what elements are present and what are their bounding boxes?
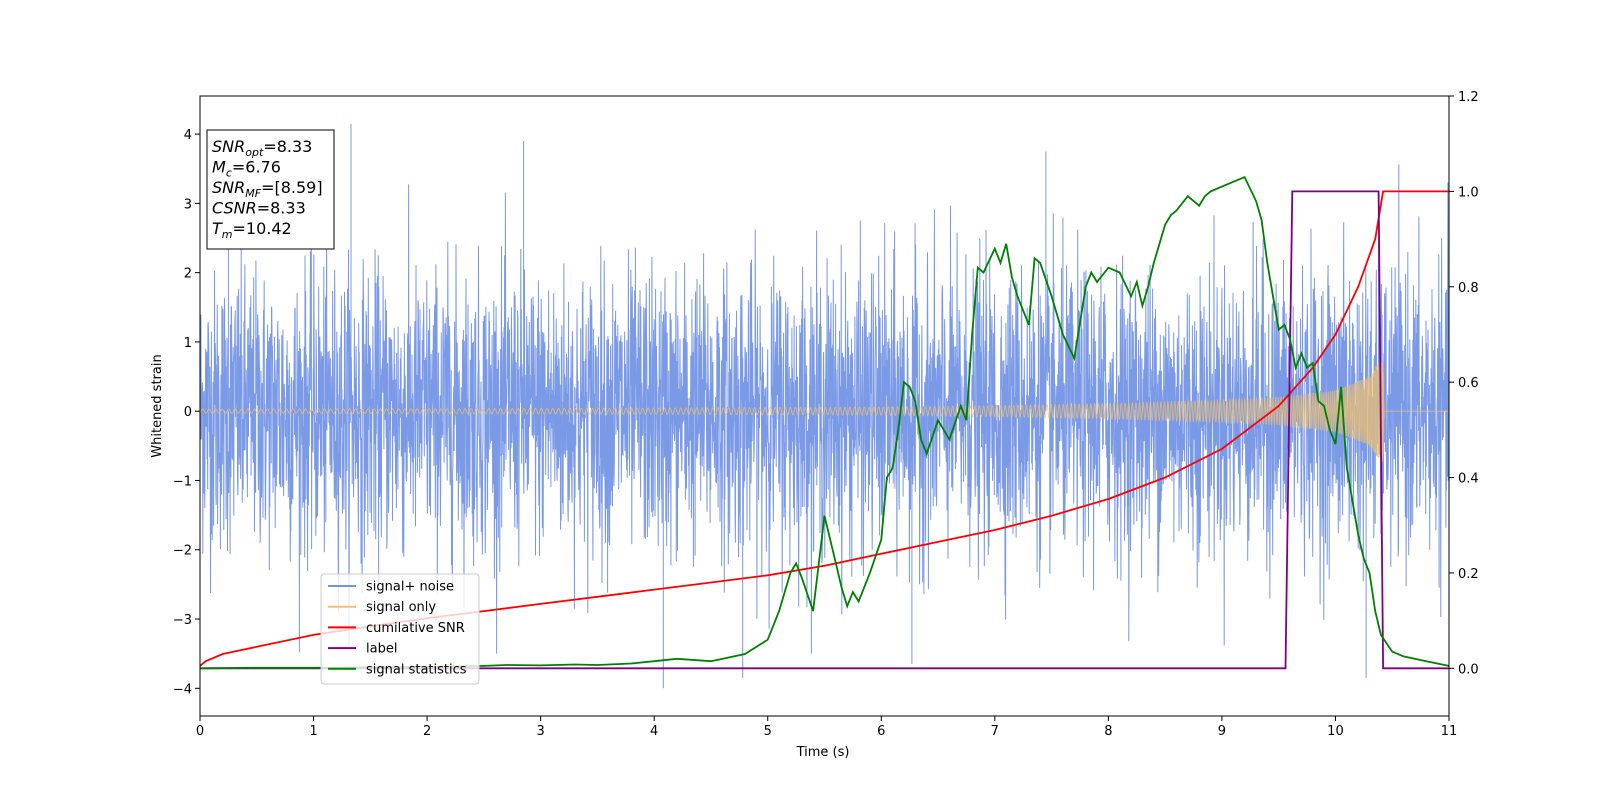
info-value: =6.76 bbox=[232, 158, 281, 177]
x-tick-label: 9 bbox=[1218, 724, 1226, 739]
y2-tick-label: 0.2 bbox=[1458, 567, 1479, 582]
info-value: =8.33 bbox=[257, 199, 306, 218]
info-symbol: SNR bbox=[212, 178, 245, 197]
y-tick-label: −3 bbox=[173, 613, 192, 628]
legend-label: signal statistics bbox=[366, 662, 467, 677]
y-tick-label: 4 bbox=[184, 128, 192, 143]
y2-tick-label: 0.6 bbox=[1458, 376, 1479, 391]
legend-frame bbox=[320, 573, 480, 685]
y2-tick-label: 0.4 bbox=[1458, 472, 1479, 487]
x-tick-label: 6 bbox=[877, 724, 885, 739]
x-tick-label: 5 bbox=[764, 724, 772, 739]
legend-label: cumilative SNR bbox=[366, 621, 465, 636]
label-line bbox=[200, 190, 1449, 670]
info-symbol: SNR bbox=[212, 137, 245, 156]
y-tick-label: −2 bbox=[173, 544, 192, 559]
y2-tick-label: 0.0 bbox=[1458, 662, 1479, 677]
legend-label: label bbox=[366, 642, 397, 657]
y-tick-label: −1 bbox=[173, 474, 192, 489]
signal-statistics-line bbox=[200, 175, 1449, 670]
y-tick-label: −4 bbox=[173, 682, 192, 697]
info-value: =[8.59] bbox=[261, 178, 323, 197]
info-box: SNRopt=8.33Mc=6.76SNRMF=[8.59]CSNR=8.33T… bbox=[206, 129, 335, 250]
x-tick-label: 3 bbox=[536, 724, 544, 739]
y-tick-label: 2 bbox=[184, 267, 192, 282]
info-symbol: CSNR bbox=[212, 199, 257, 218]
info-box-frame bbox=[206, 129, 335, 250]
y2-tick-label: 1.2 bbox=[1458, 90, 1479, 105]
legend-label: signal only bbox=[366, 600, 436, 615]
legend: signal+ noise signal only cumilative SNR la… bbox=[320, 573, 480, 685]
x-axis: 0 1 2 3 4 5 6 7 8 9 10 11 bbox=[196, 716, 1457, 739]
info-value: =8.33 bbox=[263, 137, 312, 156]
y-axis-right: 0.0 0.2 0.4 0.6 0.8 1.0 1.2 bbox=[1449, 90, 1479, 677]
info-subscript: opt bbox=[245, 146, 264, 159]
y-axis-label: Whitened strain bbox=[150, 354, 165, 457]
info-subscript: m bbox=[222, 228, 233, 241]
info-value: =10.42 bbox=[233, 219, 292, 238]
x-tick-label: 8 bbox=[1104, 724, 1112, 739]
y-tick-label: 3 bbox=[184, 197, 192, 212]
info-symbol: M bbox=[212, 158, 226, 177]
y2-tick-label: 0.8 bbox=[1458, 281, 1479, 296]
info-line: Mc=6.76 bbox=[212, 158, 281, 180]
x-tick-label: 0 bbox=[196, 724, 204, 739]
x-axis-label: Time (s) bbox=[796, 745, 850, 760]
signal-only-line bbox=[200, 360, 1449, 466]
x-tick-label: 4 bbox=[650, 724, 658, 739]
x-tick-label: 1 bbox=[309, 724, 317, 739]
info-line: SNRMF=[8.59] bbox=[212, 178, 323, 200]
legend-label: signal+ noise bbox=[366, 580, 454, 595]
info-symbol: T bbox=[212, 219, 223, 238]
info-subscript: MF bbox=[245, 187, 261, 200]
x-tick-label: 7 bbox=[991, 724, 999, 739]
x-tick-label: 10 bbox=[1327, 724, 1344, 739]
info-line: CSNR=8.33 bbox=[212, 199, 306, 218]
info-subscript: c bbox=[226, 167, 232, 180]
y-tick-label: 1 bbox=[184, 336, 192, 351]
x-tick-label: 11 bbox=[1441, 724, 1458, 739]
info-line: Tm=10.42 bbox=[212, 219, 292, 241]
y-axis-left: −4 −3 −2 −1 0 1 2 3 4 bbox=[173, 128, 200, 697]
y2-tick-label: 1.0 bbox=[1458, 185, 1479, 200]
info-line: SNRopt=8.33 bbox=[212, 137, 312, 159]
y-tick-label: 0 bbox=[184, 405, 192, 420]
signal-only-series bbox=[200, 360, 1449, 466]
x-tick-label: 2 bbox=[423, 724, 431, 739]
plot-frame bbox=[199, 95, 1450, 717]
